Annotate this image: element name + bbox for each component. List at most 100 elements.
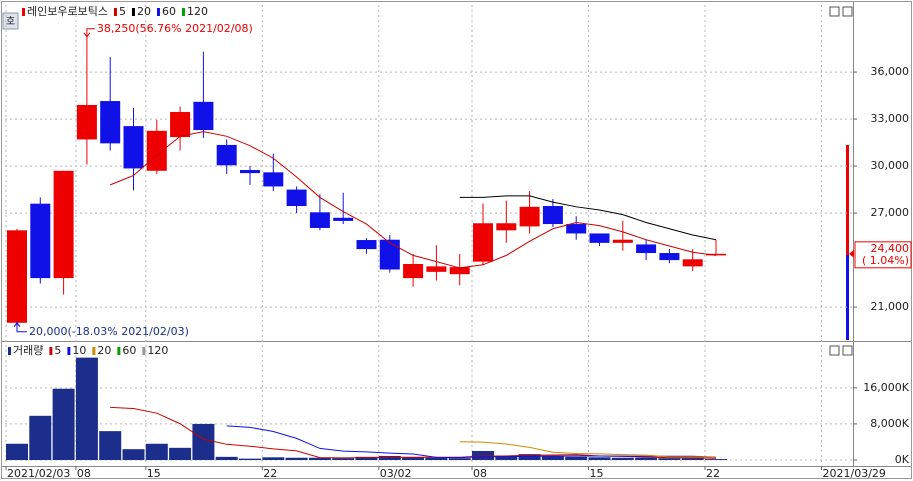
volume-bar xyxy=(215,456,238,460)
legend-entry: 20 xyxy=(97,344,111,357)
annotation-arrow xyxy=(86,28,95,37)
candle-body xyxy=(240,169,260,174)
legend-title: 레인보우로보틱스 xyxy=(27,5,108,18)
candle-body xyxy=(356,240,377,250)
volume-bar xyxy=(239,458,261,460)
legend-entry: 60 xyxy=(162,5,176,18)
range-indicator xyxy=(846,255,849,340)
legend-entry: 120 xyxy=(187,5,208,18)
y-tick-label: 0K xyxy=(895,453,910,466)
arrow-head xyxy=(83,32,91,38)
x-tick-label: 2021/03/29 xyxy=(823,467,886,480)
low-annotation: 20,000(-18.03% 2021/02/03) xyxy=(29,325,189,338)
x-tick-label: 08 xyxy=(473,467,487,480)
price-box xyxy=(854,241,912,269)
volume-bar xyxy=(541,455,564,460)
ma-line xyxy=(459,441,717,458)
candle-body xyxy=(76,104,97,140)
candle-body xyxy=(403,264,424,279)
legend-swatch xyxy=(142,347,146,355)
candle-body xyxy=(589,233,610,243)
y-tick-label: 21,000 xyxy=(871,300,910,313)
candle-body xyxy=(263,172,284,187)
legend-swatch xyxy=(113,8,117,16)
x-tick-label: 15 xyxy=(590,467,604,480)
legend-entry: 60 xyxy=(122,344,136,357)
volume-bar xyxy=(565,456,588,460)
volume-bar xyxy=(425,457,448,460)
ma-line xyxy=(226,425,717,459)
candle-body xyxy=(473,223,493,262)
last-price: 24,400 xyxy=(871,242,910,255)
candle-body xyxy=(426,266,447,272)
icon-text: 호 xyxy=(6,16,15,28)
ma-line xyxy=(459,195,717,241)
legend-swatch xyxy=(156,8,160,16)
candle-body xyxy=(309,212,330,228)
volume-bar xyxy=(635,457,658,460)
volume-bar xyxy=(262,457,285,460)
candle-body xyxy=(449,267,470,275)
legend-entry: 10 xyxy=(72,344,86,357)
volume-bar xyxy=(99,431,122,460)
volume-bar xyxy=(705,459,727,460)
legend-swatch xyxy=(8,347,11,355)
volume-bar xyxy=(169,447,192,460)
candle-body xyxy=(542,206,563,225)
volume-bar xyxy=(472,450,494,460)
candle-body xyxy=(333,217,354,221)
legend-swatch xyxy=(22,8,25,16)
candle-body xyxy=(146,130,167,171)
y-tick-label: 27,000 xyxy=(871,206,910,219)
volume-bar xyxy=(588,457,611,460)
candle-body xyxy=(636,244,657,254)
x-tick-label: 22 xyxy=(263,467,277,480)
volume-bar xyxy=(52,388,75,460)
volume-bar xyxy=(378,455,401,460)
legend-swatch xyxy=(131,8,135,16)
x-tick-label: 22 xyxy=(706,467,720,480)
panel-button[interactable] xyxy=(829,345,840,356)
candle-body xyxy=(193,101,214,131)
x-tick-label: 15 xyxy=(147,467,161,480)
high-annotation: 38,250(56.76% 2021/02/08) xyxy=(97,22,253,35)
volume-bar xyxy=(145,443,168,460)
y-tick-label: 8,000K xyxy=(870,417,909,430)
candle-body xyxy=(706,253,726,256)
candle-body xyxy=(566,224,587,234)
icon-box[interactable] xyxy=(2,12,19,30)
legend-entry: 5 xyxy=(54,344,61,357)
legend-swatch xyxy=(67,347,71,355)
legend-swatch xyxy=(49,347,53,355)
candle-body xyxy=(496,223,517,231)
candle-body xyxy=(379,239,400,270)
ma-line xyxy=(110,131,717,269)
volume-bar xyxy=(75,357,98,460)
volume-bar xyxy=(681,458,704,460)
last-change: ( 1.04%) xyxy=(862,254,909,267)
legend-swatch xyxy=(92,347,96,355)
candle-body xyxy=(100,101,121,144)
volume-bar xyxy=(308,457,331,460)
x-tick-label: 2021/02/03 xyxy=(7,467,70,480)
volume-bar xyxy=(611,457,634,460)
annotation-arrow xyxy=(16,322,27,333)
volume-bar xyxy=(285,457,308,460)
volume-bar xyxy=(29,415,52,460)
volume-bar xyxy=(518,454,541,460)
panel-button[interactable] xyxy=(842,345,853,356)
volume-bar xyxy=(6,443,28,460)
y-tick-label: 36,000 xyxy=(871,65,910,78)
candle-body xyxy=(682,259,703,267)
volume-bar xyxy=(495,455,518,460)
legend-swatch xyxy=(181,8,185,16)
x-tick-label: 08 xyxy=(77,467,91,480)
candle-body xyxy=(216,144,237,166)
volume-bar xyxy=(448,458,471,460)
volume-bar xyxy=(122,449,145,460)
legend-swatch xyxy=(117,347,121,355)
panel-button[interactable] xyxy=(829,6,840,17)
panel-button[interactable] xyxy=(842,6,853,17)
